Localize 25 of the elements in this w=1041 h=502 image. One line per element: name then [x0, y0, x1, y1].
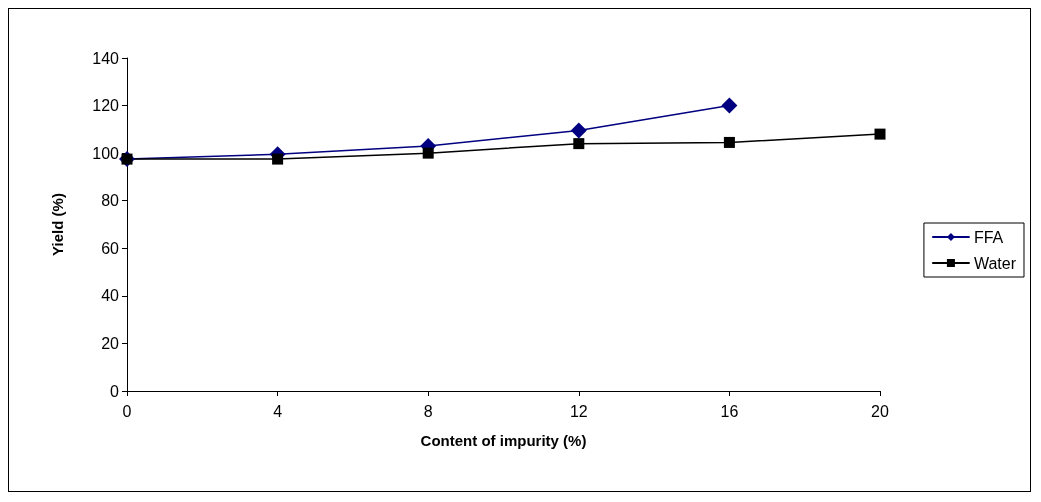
point	[272, 153, 284, 165]
point	[721, 97, 738, 114]
y-tick-label: 0	[110, 382, 120, 400]
x-tick-label: 0	[122, 402, 132, 420]
x-tick-label: 16	[720, 402, 739, 420]
y-tick-label: 40	[101, 287, 120, 305]
y-tick-label: 120	[92, 97, 120, 115]
legend-label: Water	[973, 254, 1017, 272]
y-tick-label: 60	[101, 239, 120, 257]
x-axis-title: Content of impurity (%)	[420, 432, 587, 449]
point	[723, 136, 735, 148]
point	[570, 122, 587, 139]
point	[422, 147, 434, 159]
x-tick-label: 12	[569, 402, 588, 420]
y-tick-label: 140	[92, 49, 120, 67]
x-tick-label: 8	[423, 402, 433, 420]
legend-label: FFA	[973, 228, 1004, 246]
y-tick-label: 20	[101, 334, 120, 352]
y-tick-label: 100	[92, 144, 120, 162]
point	[874, 128, 886, 140]
x-tick-label: 4	[273, 402, 283, 420]
point	[573, 138, 585, 150]
y-axis-title: Yield (%)	[49, 193, 66, 256]
y-tick-label: 80	[101, 192, 120, 210]
x-tick-label: 20	[871, 402, 889, 420]
